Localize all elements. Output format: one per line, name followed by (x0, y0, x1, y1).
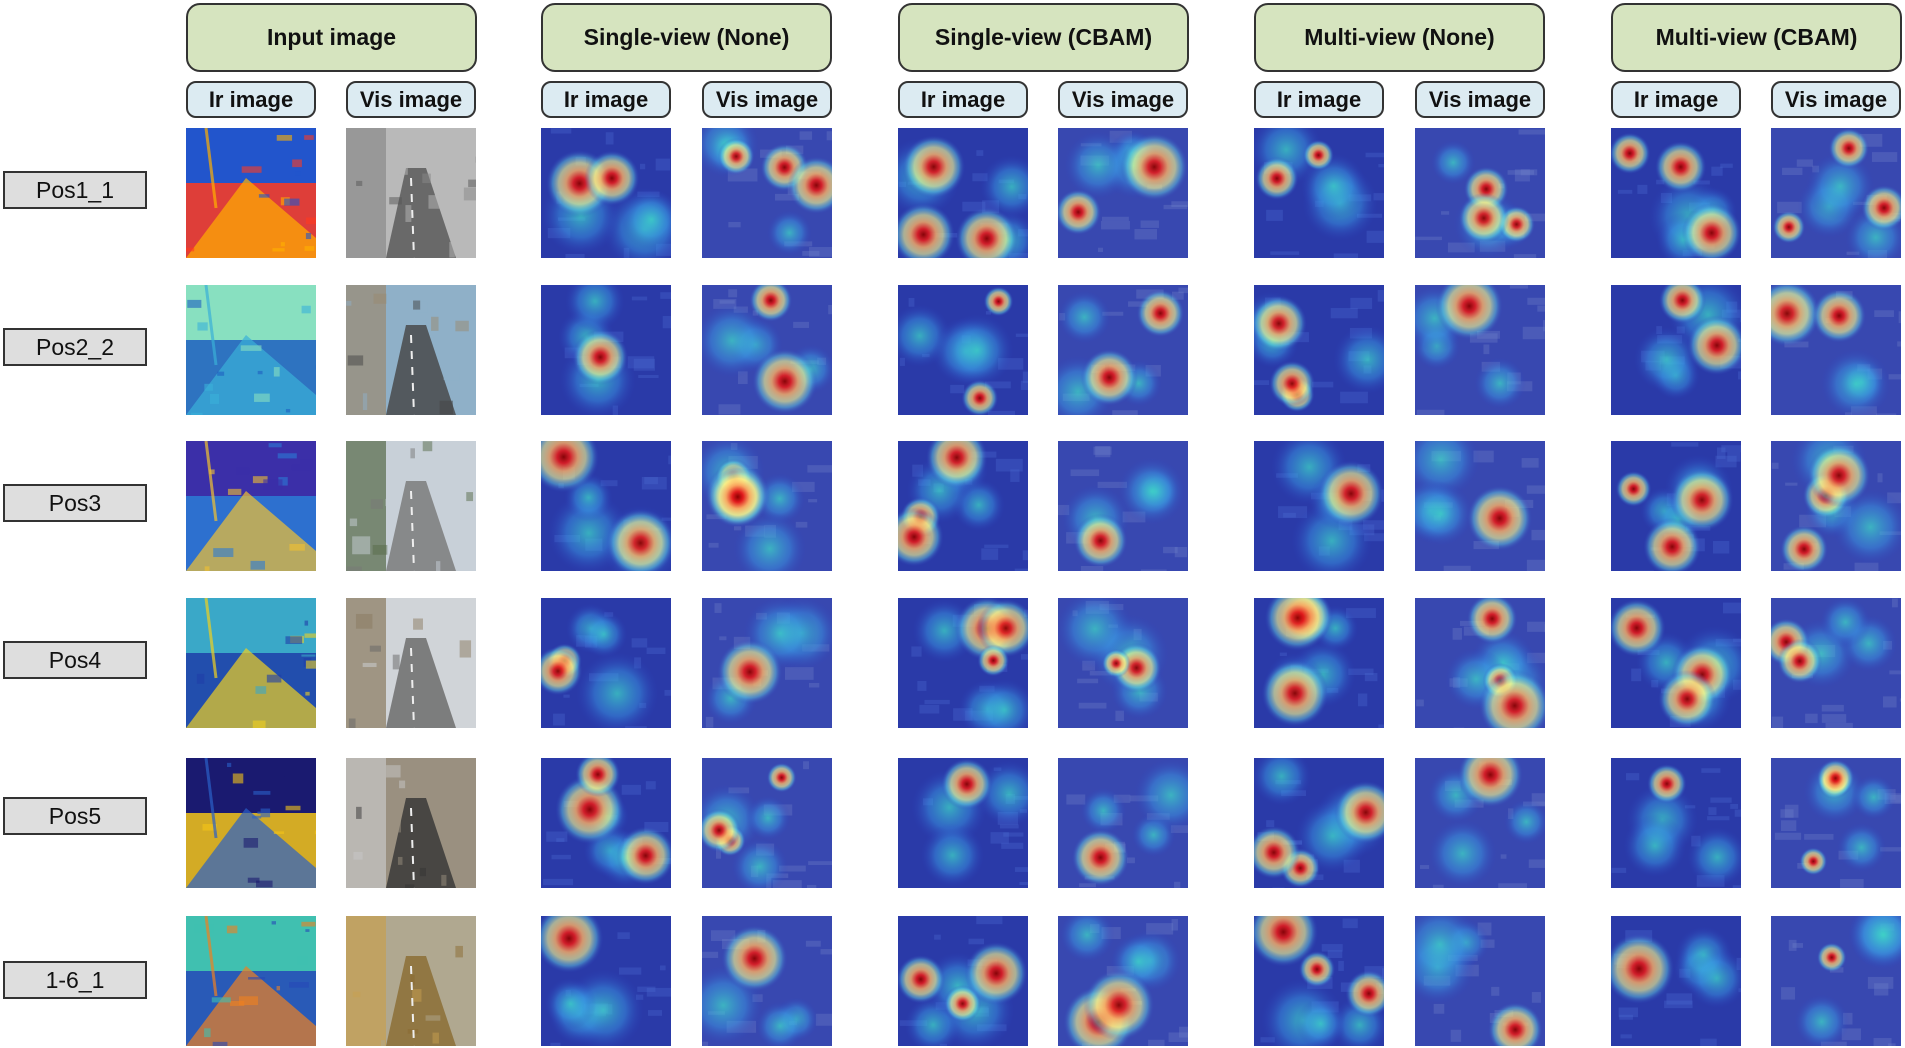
thumbnail-pos5-single-none-vis (702, 758, 832, 888)
thumbnail-pos3-multi-none-vis (1415, 441, 1545, 571)
sub-header-vis: Vis image (1058, 81, 1188, 118)
thumbnail-pos3-single-cbam-vis (1058, 441, 1188, 571)
thumbnail-pos4-input-ir (186, 598, 316, 728)
thumbnail-pos4-multi-cbam-vis (1771, 598, 1901, 728)
thumbnail-pos1-1-single-none-vis (702, 128, 832, 258)
group-header-multi-none: Multi-view (None) (1254, 3, 1545, 72)
thumbnail-pos1-1-multi-none-vis (1415, 128, 1545, 258)
sub-header-ir: Ir image (1611, 81, 1741, 118)
thumbnail-pos1-1-single-cbam-ir (898, 128, 1028, 258)
sub-header-ir: Ir image (541, 81, 671, 118)
thumbnail-pos3-single-none-vis (702, 441, 832, 571)
thumbnail-pos1-1-input-ir (186, 128, 316, 258)
thumbnail-1-6-1-single-none-vis (702, 916, 832, 1046)
thumbnail-pos3-single-none-ir (541, 441, 671, 571)
thumbnail-pos2-2-single-none-ir (541, 285, 671, 415)
row-label-pos2-2: Pos2_2 (3, 328, 147, 366)
thumbnail-1-6-1-multi-cbam-ir (1611, 916, 1741, 1046)
thumbnail-pos1-1-input-vis (346, 128, 476, 258)
group-header-single-none: Single-view (None) (541, 3, 832, 72)
thumbnail-pos2-2-input-vis (346, 285, 476, 415)
row-label-pos4: Pos4 (3, 641, 147, 679)
thumbnail-pos4-multi-cbam-ir (1611, 598, 1741, 728)
sub-header-ir: Ir image (898, 81, 1028, 118)
thumbnail-pos3-multi-none-ir (1254, 441, 1384, 571)
thumbnail-pos5-input-vis (346, 758, 476, 888)
thumbnail-pos3-multi-cbam-vis (1771, 441, 1901, 571)
thumbnail-pos2-2-multi-cbam-vis (1771, 285, 1901, 415)
thumbnail-pos4-input-vis (346, 598, 476, 728)
thumbnail-pos5-multi-cbam-ir (1611, 758, 1741, 888)
thumbnail-pos2-2-multi-none-ir (1254, 285, 1384, 415)
thumbnail-1-6-1-single-cbam-ir (898, 916, 1028, 1046)
sub-header-vis: Vis image (1415, 81, 1545, 118)
thumbnail-pos4-single-none-ir (541, 598, 671, 728)
group-header-single-cbam: Single-view (CBAM) (898, 3, 1189, 72)
thumbnail-pos2-2-multi-none-vis (1415, 285, 1545, 415)
thumbnail-1-6-1-single-none-ir (541, 916, 671, 1046)
thumbnail-pos4-single-cbam-vis (1058, 598, 1188, 728)
sub-header-ir: Ir image (1254, 81, 1384, 118)
row-label-pos3: Pos3 (3, 484, 147, 522)
thumbnail-1-6-1-multi-none-ir (1254, 916, 1384, 1046)
group-header-input: Input image (186, 3, 477, 72)
thumbnail-pos2-2-single-none-vis (702, 285, 832, 415)
thumbnail-pos3-multi-cbam-ir (1611, 441, 1741, 571)
thumbnail-pos5-single-cbam-ir (898, 758, 1028, 888)
thumbnail-pos5-input-ir (186, 758, 316, 888)
thumbnail-pos5-multi-none-ir (1254, 758, 1384, 888)
thumbnail-pos4-multi-none-ir (1254, 598, 1384, 728)
thumbnail-pos1-1-single-none-ir (541, 128, 671, 258)
row-label-1-6-1: 1-6_1 (3, 961, 147, 999)
thumbnail-1-6-1-multi-cbam-vis (1771, 916, 1901, 1046)
thumbnail-pos5-single-none-ir (541, 758, 671, 888)
sub-header-vis: Vis image (1771, 81, 1901, 118)
sub-header-vis: Vis image (702, 81, 832, 118)
thumbnail-pos1-1-multi-none-ir (1254, 128, 1384, 258)
thumbnail-pos1-1-multi-cbam-vis (1771, 128, 1901, 258)
thumbnail-pos4-single-none-vis (702, 598, 832, 728)
thumbnail-pos5-single-cbam-vis (1058, 758, 1188, 888)
thumbnail-pos2-2-single-cbam-vis (1058, 285, 1188, 415)
thumbnail-1-6-1-input-vis (346, 916, 476, 1046)
thumbnail-pos5-multi-none-vis (1415, 758, 1545, 888)
thumbnail-pos3-input-vis (346, 441, 476, 571)
thumbnail-pos1-1-single-cbam-vis (1058, 128, 1188, 258)
thumbnail-pos2-2-single-cbam-ir (898, 285, 1028, 415)
group-header-multi-cbam: Multi-view (CBAM) (1611, 3, 1902, 72)
thumbnail-1-6-1-single-cbam-vis (1058, 916, 1188, 1046)
row-label-pos5: Pos5 (3, 797, 147, 835)
thumbnail-pos3-input-ir (186, 441, 316, 571)
thumbnail-pos4-multi-none-vis (1415, 598, 1545, 728)
sub-header-ir: Ir image (186, 81, 316, 118)
thumbnail-1-6-1-input-ir (186, 916, 316, 1046)
row-label-pos1-1: Pos1_1 (3, 171, 147, 209)
thumbnail-pos3-single-cbam-ir (898, 441, 1028, 571)
sub-header-vis: Vis image (346, 81, 476, 118)
thumbnail-pos4-single-cbam-ir (898, 598, 1028, 728)
thumbnail-pos2-2-multi-cbam-ir (1611, 285, 1741, 415)
thumbnail-pos5-multi-cbam-vis (1771, 758, 1901, 888)
thumbnail-pos1-1-multi-cbam-ir (1611, 128, 1741, 258)
thumbnail-1-6-1-multi-none-vis (1415, 916, 1545, 1046)
thumbnail-pos2-2-input-ir (186, 285, 316, 415)
